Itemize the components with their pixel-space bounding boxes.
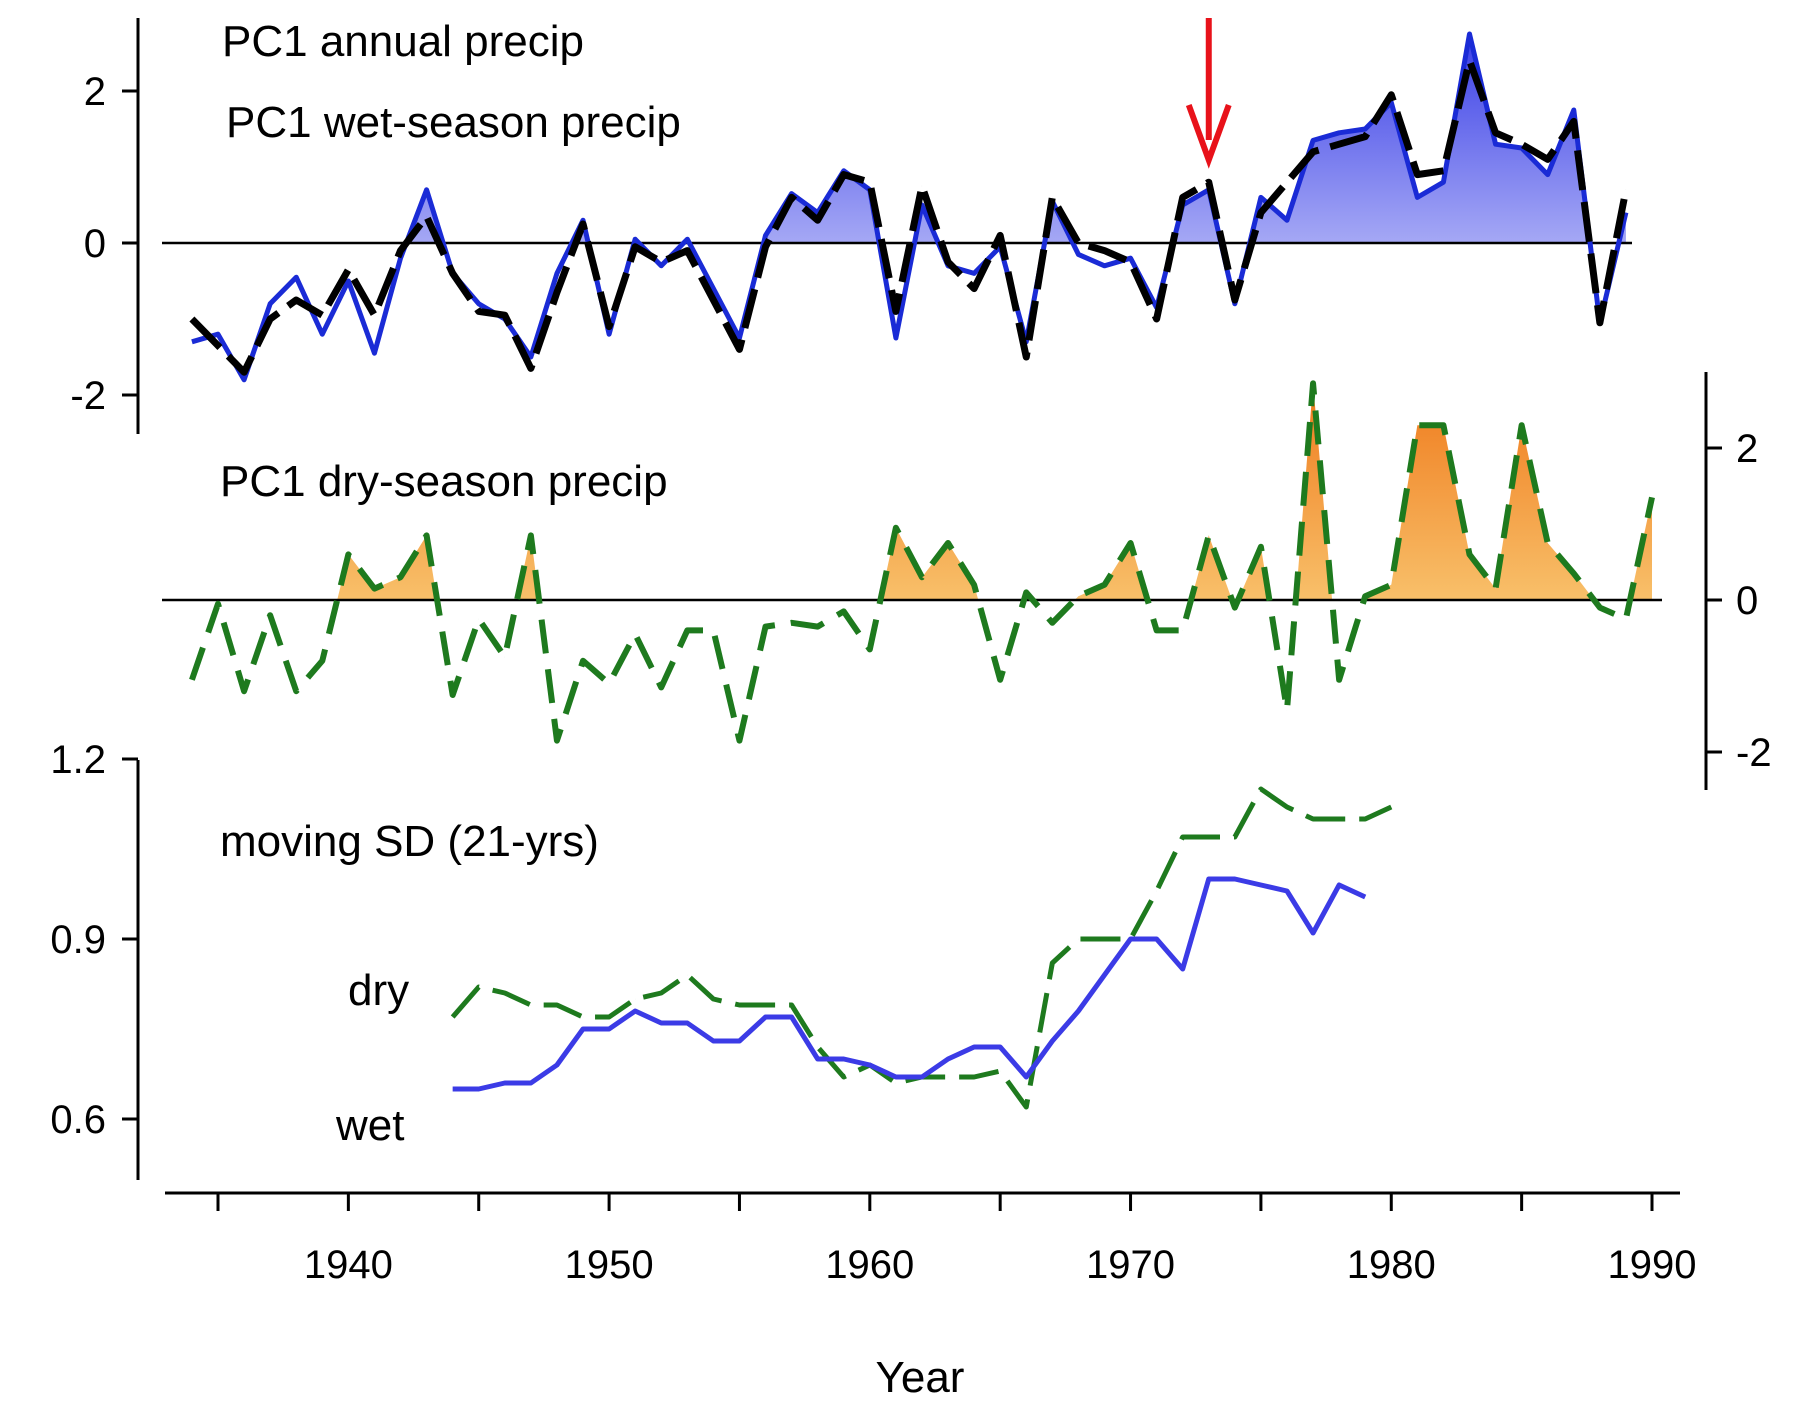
moving-sd-wet-line: [452, 876, 1367, 1092]
top-tick-label: 2: [84, 70, 106, 114]
middle-title: PC1 dry-season precip: [220, 457, 668, 506]
top-series: [189, 31, 1630, 383]
x-tick-label: 1960: [825, 1243, 914, 1287]
middle-right-ticks: -2 0 2: [1706, 427, 1772, 775]
top-wet-fill: [406, 34, 1626, 243]
middle-tick-label: -2: [1736, 731, 1772, 775]
middle-panel: -2 0 2 PC1 dry-season precip: [162, 372, 1772, 790]
red-arrow-head: [1185, 103, 1232, 169]
x-tick-label: 1980: [1347, 1243, 1436, 1287]
bottom-series: [450, 786, 1393, 1110]
x-tick-label: 1990: [1608, 1243, 1697, 1287]
bottom-title: moving SD (21-yrs): [220, 817, 599, 866]
x-tick-label: 1940: [304, 1243, 393, 1287]
top-tick-label: -2: [70, 374, 106, 418]
top-left-ticks: -2 0 2: [70, 70, 138, 418]
dry-series-label: dry: [348, 966, 409, 1015]
bottom-tick-label: 1.2: [50, 738, 106, 782]
middle-tick-label: 0: [1736, 579, 1758, 623]
x-tick-label: 1970: [1086, 1243, 1175, 1287]
annual-precip-line: [189, 57, 1630, 376]
red-arrow-marker: [1185, 18, 1232, 169]
bottom-left-ticks: 0.6 0.9 1.2: [50, 738, 138, 1142]
bottom-panel: 0.6 0.9 1.2 1940 1950 1960 1970 1980 1990 movin…: [50, 738, 1696, 1402]
top-panel: -2 0 2 PC1 annual precip PC1 wet-season pr…: [70, 17, 1632, 434]
x-axis-ticks: 1940 1950 1960 1970 1980 1990: [216, 1193, 1697, 1287]
top-tick-label: 0: [84, 222, 106, 266]
dry-season-positive-fill: [337, 383, 1653, 600]
wet-series-label: wet: [335, 1101, 404, 1150]
x-tick-label: 1950: [565, 1243, 654, 1287]
middle-tick-label: 2: [1736, 427, 1758, 471]
top-subtitle: PC1 wet-season precip: [226, 98, 681, 147]
x-axis-label: Year: [876, 1353, 965, 1402]
top-title: PC1 annual precip: [222, 17, 584, 66]
bottom-tick-label: 0.6: [50, 1098, 106, 1142]
bottom-tick-label: 0.9: [50, 918, 106, 962]
wet-season-positive-fill: [406, 34, 1626, 243]
middle-dry-fill: [337, 383, 1653, 600]
middle-series: [189, 380, 1655, 744]
